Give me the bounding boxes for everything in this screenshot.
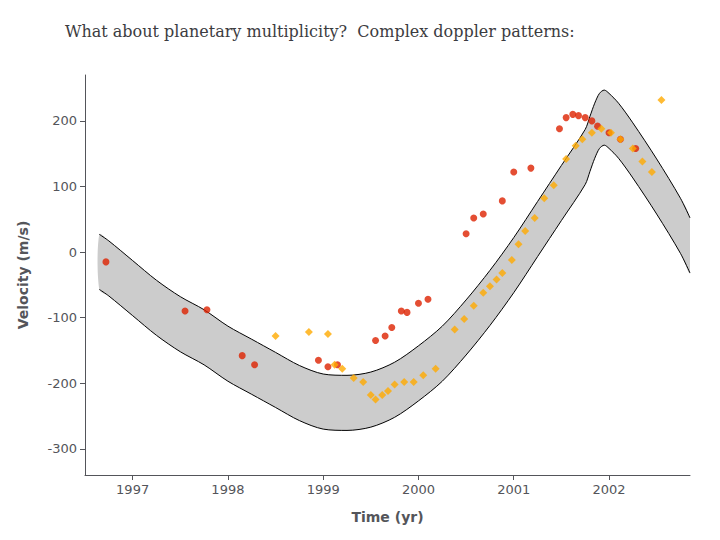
svg-text:-100: -100: [47, 310, 77, 325]
svg-text:Time (yr): Time (yr): [351, 509, 423, 525]
svg-text:-200: -200: [47, 376, 77, 391]
svg-text:200: 200: [52, 113, 77, 128]
svg-text:0: 0: [69, 245, 77, 260]
svg-text:2000: 2000: [402, 482, 435, 497]
svg-text:2002: 2002: [592, 482, 625, 497]
svg-text:1998: 1998: [211, 482, 244, 497]
svg-text:1997: 1997: [116, 482, 149, 497]
svg-text:What about planetary multiplic: What about planetary multiplicity? Compl…: [65, 22, 575, 41]
svg-text:Velocity (m/s): Velocity (m/s): [15, 221, 31, 330]
svg-text:2001: 2001: [497, 482, 530, 497]
svg-text:-300: -300: [47, 441, 77, 456]
svg-text:100: 100: [52, 179, 77, 194]
svg-text:1999: 1999: [307, 482, 340, 497]
